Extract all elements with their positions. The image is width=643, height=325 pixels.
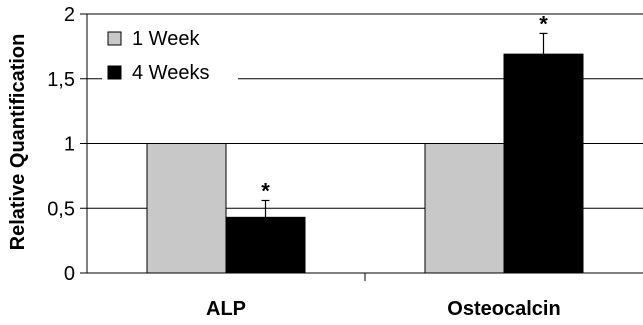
bar-4-weeks-alp [225,216,306,274]
y-tick-labels: 0 0,5 1 1,5 2 [47,4,75,285]
axes [80,13,643,281]
y-tick-label: 0 [64,263,75,285]
y-tick-label: 1 [64,134,75,156]
legend-label: 4 Weeks [132,62,209,84]
legend-swatch [107,31,122,46]
legend-swatch [107,65,122,80]
category-label: ALP [206,298,246,320]
legend-background [102,20,238,94]
y-tick-label: 1,5 [47,69,75,91]
y-axis-title: Relative Quantification [7,34,29,251]
legend: 1 Week 4 Weeks [102,20,238,94]
significance-marker: * [539,11,548,36]
bar-1-week-osteocalcin [424,143,505,274]
category-label: Osteocalcin [447,298,560,320]
y-tick-label: 2 [64,4,75,26]
legend-label: 1 Week [132,28,200,50]
significance-marker: * [261,178,270,203]
error-bars: ** [261,11,548,218]
bars [146,53,584,274]
bar-4-weeks-osteocalcin [503,53,584,274]
y-tick-label: 0,5 [47,198,75,220]
category-labels: ALP Osteocalcin [206,298,561,320]
bar-1-week-alp [146,143,227,274]
